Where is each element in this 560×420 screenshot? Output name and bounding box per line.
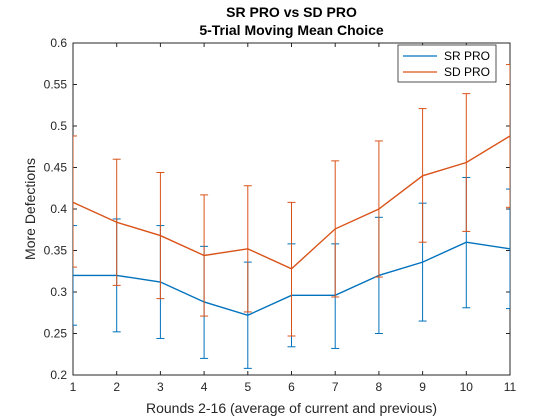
legend: SR PRO SD PRO	[397, 44, 497, 83]
y-tick-label: 0.35	[44, 244, 68, 258]
chart-title: SR PRO vs SD PRO	[226, 4, 357, 20]
y-tick-label: 0.25	[44, 327, 68, 341]
x-axis-ticks: 1 2 3 4 5 6 7 8 9 10 11	[70, 43, 517, 394]
y-tick-label: 0.5	[50, 119, 67, 133]
legend-label-sd-pro: SD PRO	[444, 65, 490, 79]
y-tick-label: 0.3	[50, 285, 67, 299]
x-tick-label: 6	[288, 380, 295, 394]
y-tick-label: 0.2	[50, 368, 67, 382]
y-axis-ticks: 0.2 0.25 0.3 0.35 0.4 0.45 0.5 0.55 0.6	[44, 36, 510, 382]
x-tick-label: 9	[419, 380, 426, 394]
series-line-sd-pro	[73, 135, 510, 270]
y-tick-label: 0.45	[44, 161, 68, 175]
x-tick-label: 3	[157, 380, 164, 394]
x-tick-label: 11	[504, 380, 517, 394]
x-tick-label: 5	[244, 380, 251, 394]
x-tick-label: 8	[376, 380, 383, 394]
y-tick-label: 0.4	[50, 202, 67, 216]
legend-label-sr-pro: SR PRO	[444, 49, 490, 63]
chart-subtitle: 5-Trial Moving Mean Choice	[199, 22, 384, 38]
x-tick-label: 4	[201, 380, 208, 394]
x-tick-label: 2	[113, 380, 120, 394]
x-tick-label: 10	[460, 380, 474, 394]
legend-box	[397, 44, 497, 83]
x-tick-label: 7	[332, 380, 339, 394]
y-tick-label: 0.6	[50, 36, 67, 50]
x-tick-label: 1	[70, 380, 77, 394]
series-layer	[73, 64, 510, 369]
x-axis-label: Rounds 2-16 (average of current and prev…	[146, 400, 437, 416]
y-axis-label: More Defections	[22, 158, 38, 260]
y-tick-label: 0.55	[44, 78, 68, 92]
series-sd-pro	[73, 64, 510, 337]
